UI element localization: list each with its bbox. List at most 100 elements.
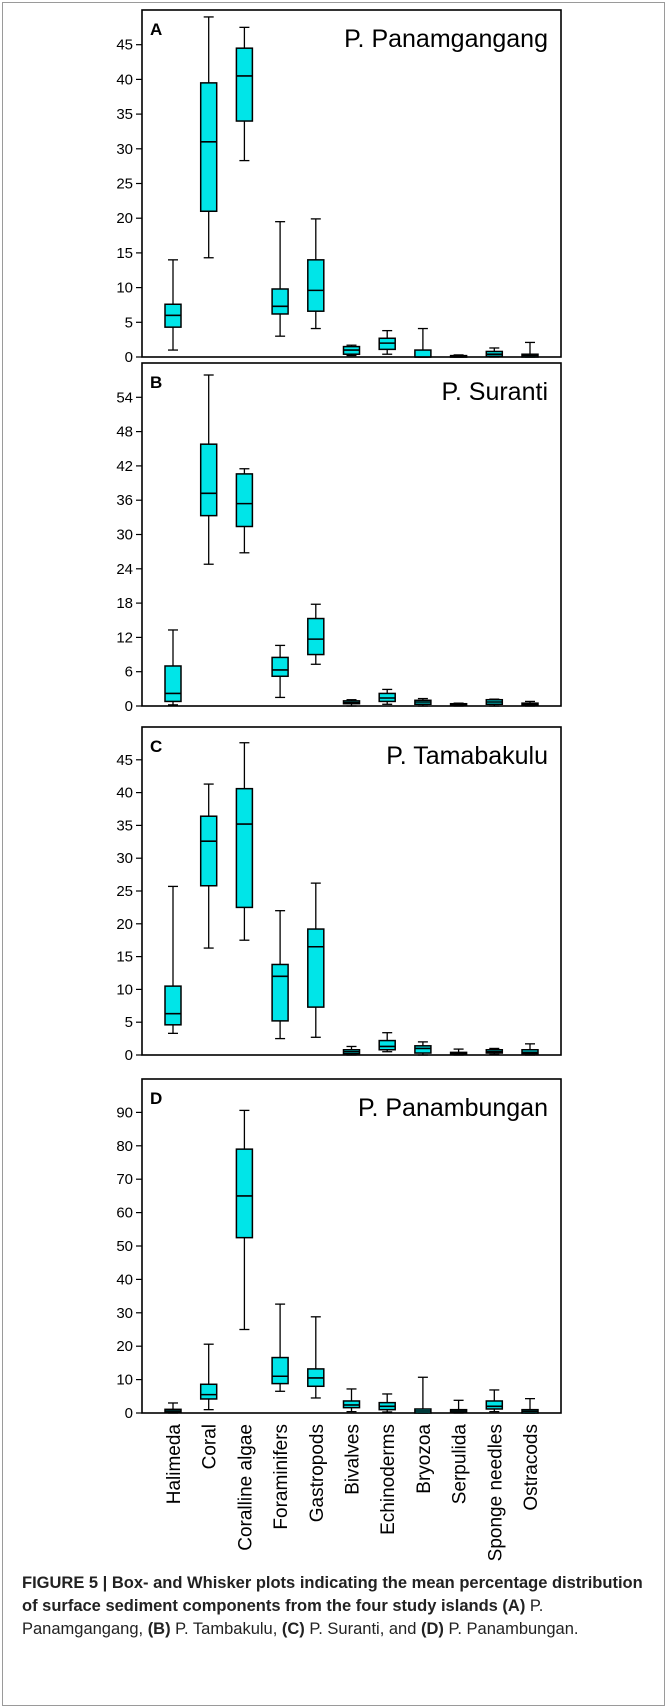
panel-a-y-tick-label: 20: [116, 210, 133, 227]
panel-b-box-1: [164, 629, 182, 706]
panel-a-title: P. Panamgangang: [344, 25, 548, 53]
panel-a-box-4: [271, 221, 289, 337]
panel-a-y-tick-label: 35: [116, 106, 133, 123]
panel-b-box-2: [199, 374, 218, 565]
panel-d-y-tick-label: 40: [116, 1271, 133, 1288]
x-category-label: Bryozoa: [414, 1424, 435, 1494]
panel-a-y-tick-label: 5: [125, 314, 133, 331]
panel-c-box-7: [378, 1032, 396, 1053]
iqr-box: [235, 47, 254, 122]
iqr-box: [199, 443, 218, 517]
caption-part-a-label: (A): [502, 1597, 526, 1615]
iqr-box: [164, 665, 182, 703]
panel-a-y-tick-label: 10: [116, 280, 133, 297]
iqr-box: [235, 787, 254, 909]
panel-d-y-tick-label: 0: [125, 1405, 133, 1422]
x-category-label: Gastropods: [307, 1424, 328, 1522]
panel-a-y-tick-label: 30: [116, 141, 133, 158]
panel-a-box-10: [485, 347, 504, 358]
iqr-box: [307, 259, 325, 312]
x-category-label: Coral: [200, 1424, 221, 1469]
panel-c-box-10: [485, 1047, 504, 1055]
panel-c-box-8: [414, 1041, 432, 1056]
panel-d-y-tick-label: 50: [116, 1238, 133, 1255]
panel-a-box-9: [449, 354, 468, 358]
panel-d-box-2: [199, 1343, 218, 1411]
caption-part-b-text: P. Tambakulu,: [170, 1620, 282, 1638]
panel-d-box-5: [307, 1316, 325, 1399]
x-category-label: Ostracods: [521, 1424, 542, 1511]
panel-c-y-tick-label: 0: [125, 1047, 133, 1064]
panel-b-y-tick-label: 48: [116, 424, 133, 441]
panel-c-y-tick-label: 30: [116, 850, 133, 867]
panel-c-y-tick-label: 25: [116, 883, 133, 900]
panel-b-y-tick-label: 30: [116, 527, 133, 544]
iqr-box: [378, 1039, 396, 1051]
panel-a-y-tick-label: 45: [116, 37, 133, 54]
iqr-box: [199, 1383, 218, 1400]
iqr-box: [271, 656, 289, 678]
panel-b-y-tick-label: 18: [116, 595, 133, 612]
panel-d-y-tick-label: 30: [116, 1305, 133, 1322]
panel-c-box-5: [307, 882, 325, 1038]
panel-c-y-tick-label: 20: [116, 916, 133, 933]
panel-c-box-9: [449, 1048, 468, 1056]
panel-c-y-tick-label: 40: [116, 785, 133, 802]
panel-d-title: P. Panambungan: [358, 1094, 548, 1122]
panel-d-box-3: [235, 1109, 254, 1331]
x-category-label: Halimeda: [164, 1424, 185, 1505]
panel-b-box-7: [378, 688, 396, 705]
panel-b-letter: B: [150, 373, 162, 392]
panel-a-box-1: [164, 259, 182, 351]
panel-d-plot-frame: [141, 1078, 562, 1414]
caption-part-a-text: P. Panamgangang,: [22, 1597, 544, 1638]
panel-b-plot-frame: [141, 362, 562, 707]
panel-b: 0 6 12 18 24 30 36 42 48 54 B P. Suranti: [116, 362, 562, 715]
caption-part-c-label: (C): [281, 1620, 305, 1638]
panel-b-box-11: [521, 700, 539, 707]
panel-d-y-tick-label: 20: [116, 1338, 133, 1355]
iqr-box: [199, 815, 218, 887]
iqr-box: [414, 1045, 432, 1054]
panel-d-box-10: [485, 1389, 504, 1413]
panel-c-y-tick-label: 35: [116, 817, 133, 834]
panel-a-box-3: [235, 26, 254, 162]
panel-c-title: P. Tamabakulu: [386, 742, 548, 770]
panel-d-box-1: [164, 1402, 182, 1414]
x-category-label: Coralline algae: [235, 1424, 256, 1551]
caption-part-d-text: P. Panambungan.: [443, 1620, 579, 1638]
iqr-box: [271, 288, 289, 315]
panel-b-y-tick-label: 54: [116, 389, 133, 406]
panel-b-box-5: [307, 603, 325, 665]
panel-d-box-8: [414, 1376, 432, 1414]
panel-d-box-9: [449, 1399, 468, 1414]
panel-c-box-6: [342, 1045, 361, 1056]
panel-a-y-tick-label: 40: [116, 71, 133, 88]
panel-d-y-tick-label: 70: [116, 1171, 133, 1188]
panel-c-y-tick-label: 5: [125, 1014, 133, 1031]
panel-c-letter: C: [150, 737, 162, 756]
iqr-box: [307, 928, 325, 1008]
caption-part-d-label: (D): [421, 1620, 444, 1638]
panel-c-box-2: [199, 783, 218, 949]
panel-c-box-1: [164, 885, 182, 1035]
panel-a-box-6: [342, 344, 361, 357]
panel-c-box-3: [235, 742, 254, 941]
iqr-box: [414, 349, 432, 358]
iqr-box: [307, 617, 325, 656]
panel-c: 0 5 10 15 20 25 30 35 40 45 C P. Tamabakulu: [116, 726, 562, 1064]
caption-part-b-label: (B): [147, 1620, 171, 1638]
panel-b-y-tick-label: 6: [125, 664, 133, 681]
panel-c-box-4: [271, 910, 289, 1040]
panel-d-box-11: [521, 1397, 539, 1414]
panel-b-y-tick-label: 24: [116, 561, 133, 578]
panel-b-box-10: [485, 698, 504, 707]
panel-d-y-tick-label: 80: [116, 1138, 133, 1155]
panel-c-plot-frame: [141, 726, 562, 1056]
panel-c-y-tick-label: 15: [116, 949, 133, 966]
iqr-box: [235, 1148, 254, 1239]
panel-a-box-8: [414, 327, 432, 358]
panel-a-box-7: [378, 329, 396, 355]
panel-b-y-tick-label: 0: [125, 698, 133, 715]
